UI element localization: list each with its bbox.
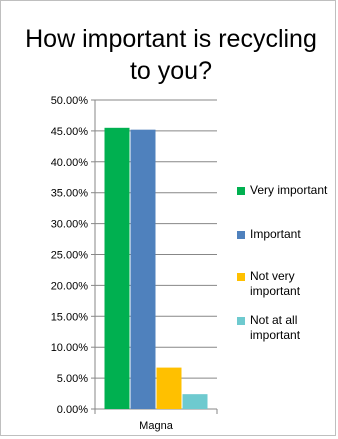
legend-label: Important bbox=[250, 227, 301, 241]
y-tick-label: 25.00% bbox=[51, 250, 89, 262]
y-tick-label: 50.00% bbox=[51, 95, 89, 107]
legend-item: Important bbox=[237, 227, 338, 242]
y-tick-label: 35.00% bbox=[51, 188, 89, 200]
legend-swatch bbox=[237, 273, 245, 281]
legend-item: Not very important bbox=[237, 269, 338, 299]
legend-swatch bbox=[237, 187, 245, 195]
bar-important bbox=[130, 129, 156, 409]
bar-not-at-all-important bbox=[182, 394, 208, 409]
legend-swatch bbox=[237, 231, 245, 239]
y-tick-label: 20.00% bbox=[51, 280, 89, 292]
y-tick-label: 10.00% bbox=[51, 342, 89, 354]
y-tick-label: 30.00% bbox=[51, 219, 89, 231]
y-tick-label: 45.00% bbox=[51, 126, 89, 138]
legend-item: Very important bbox=[237, 183, 338, 198]
x-tick-label: Magna bbox=[139, 420, 174, 432]
y-tick-label: 15.00% bbox=[51, 311, 89, 323]
legend-label: Very important bbox=[250, 183, 328, 197]
bar-very-important bbox=[104, 127, 130, 409]
bar-not-very-important bbox=[156, 367, 182, 409]
y-tick-label: 0.00% bbox=[57, 404, 88, 416]
y-tick-label: 5.00% bbox=[57, 373, 88, 385]
legend-swatch bbox=[237, 317, 245, 325]
y-tick-label: 40.00% bbox=[51, 157, 89, 169]
legend-item: Not at all important bbox=[237, 313, 338, 343]
chart-title: How important is recycling to you? bbox=[25, 25, 317, 85]
legend-label: Not very important bbox=[250, 269, 301, 298]
legend-label: Not at all important bbox=[250, 313, 301, 342]
